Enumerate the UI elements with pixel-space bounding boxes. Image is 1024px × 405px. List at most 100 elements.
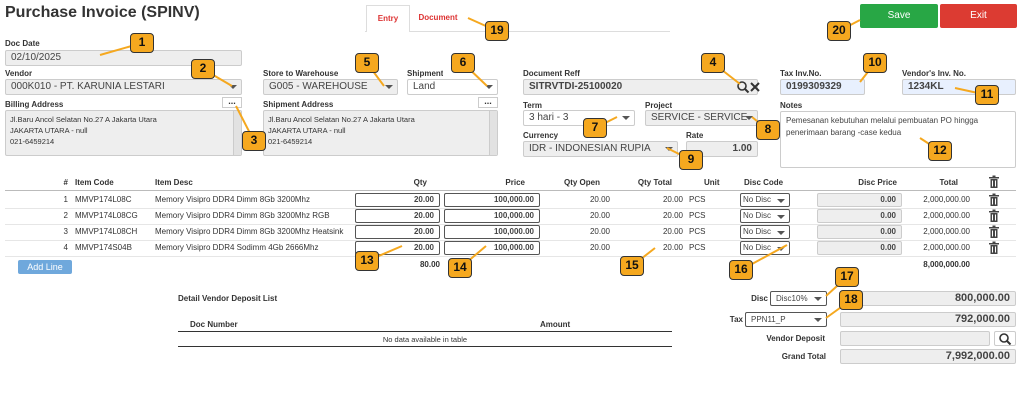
disc-select[interactable]: Disc10% (770, 291, 827, 306)
callout-badge: 8 (756, 120, 780, 140)
address-button[interactable]: ... (478, 97, 498, 108)
notes-textarea[interactable]: Pemesanan kebutuhan melalui pembuatan PO… (780, 111, 1016, 168)
qty-input[interactable]: 20.00 (355, 225, 440, 239)
item-code: MMVP174L08CG (75, 211, 138, 220)
tax-select[interactable]: PPN11_P (745, 312, 827, 327)
trash-icon[interactable] (987, 175, 1001, 189)
summary-label: Grand Total (781, 352, 826, 361)
field-input[interactable]: SITRVTDI-25100020 (523, 79, 758, 95)
qty-open: 20.00 (589, 195, 610, 204)
qty-total: 20.00 (662, 227, 683, 236)
address-textarea (263, 110, 498, 156)
address-button[interactable]: ... (222, 97, 242, 108)
field-input[interactable]: IDR - INDONESIAN RUPIA (523, 141, 678, 157)
add-line-button[interactable]: Add Line (18, 260, 72, 274)
field-input[interactable]: 1.00 (686, 141, 758, 157)
callout-badge: 4 (701, 53, 725, 73)
callout-badge: 9 (679, 150, 703, 170)
trash-icon[interactable] (987, 209, 1001, 223)
row-line (5, 256, 1016, 257)
row-line (5, 240, 1016, 241)
price-input[interactable]: 100,000.00 (444, 241, 540, 255)
field-label: Currency (523, 131, 559, 140)
field-input[interactable]: 0199309329 (780, 79, 865, 95)
scrollbar (233, 111, 241, 155)
field-label: Store to Warehouse (263, 69, 339, 78)
price-input[interactable]: 100,000.00 (444, 193, 540, 207)
unit: PCS (689, 211, 706, 220)
address-textarea (5, 110, 242, 156)
line-total: 2,000,000.00 (923, 227, 970, 236)
item-code: MMVP174L08CH (75, 227, 138, 236)
address-line: Jl.Baru Ancol Selatan No.27 A Jakarta Ut… (10, 115, 157, 124)
field-label: Shipment Address (263, 100, 334, 109)
qty-open: 20.00 (589, 227, 610, 236)
summary-label: Vendor Deposit (766, 334, 825, 343)
callout-badge: 6 (451, 53, 475, 73)
qty-open: 20.00 (589, 211, 610, 220)
row-number: 2 (63, 211, 68, 220)
callout-badge: 19 (485, 21, 509, 41)
field-input[interactable]: SERVICE - SERVICE (645, 110, 758, 126)
scrollbar (489, 111, 497, 155)
address-line: JAKARTA UTARA - null (10, 126, 88, 135)
save-button[interactable]: Save (860, 4, 938, 28)
field-input[interactable]: 000K010 - PT. KARUNIA LESTARI (5, 79, 242, 95)
row-number: 1 (63, 195, 68, 204)
disc-price: 0.00 (817, 193, 902, 207)
column-header: Qty Open (563, 178, 600, 187)
deposit-title: Detail Vendor Deposit List (178, 294, 278, 303)
disc-price: 0.00 (817, 209, 902, 223)
column-header: Qty Total (637, 178, 672, 187)
tab-document[interactable]: Document (418, 13, 458, 22)
tab-entry[interactable]: Entry (366, 5, 410, 32)
item-desc: Memory Visipro DDR4 Dimm 8Gb 3200Mhz Hea… (155, 227, 344, 236)
disc-code-select[interactable]: No Disc (740, 193, 790, 207)
callout-badge: 18 (839, 290, 863, 310)
field-label: Tax Inv.No. (780, 69, 822, 78)
table-header-line (5, 190, 1016, 191)
page-title: Purchase Invoice (SPINV) (5, 4, 200, 21)
qty-input[interactable]: 20.00 (355, 193, 440, 207)
deposit-header-line (178, 331, 672, 332)
callout-badge: 10 (863, 53, 887, 73)
qty-input[interactable]: 20.00 (355, 209, 440, 223)
address-line: 021-6459214 (10, 137, 55, 146)
callout-badge: 5 (355, 53, 379, 73)
disc-code-select[interactable]: No Disc (740, 225, 790, 239)
item-code: MMVP174L08C (75, 195, 132, 204)
field-label: Notes (780, 101, 803, 110)
vendor-deposit-search[interactable] (994, 331, 1016, 346)
trash-icon[interactable] (987, 193, 1001, 207)
callout-badge: 1 (130, 33, 154, 53)
exit-button[interactable]: Exit (940, 4, 1017, 28)
field-label: Term (523, 101, 542, 110)
callout-badge: 15 (620, 256, 644, 276)
price-input[interactable]: 100,000.00 (444, 225, 540, 239)
item-code: MMVP174S04B (75, 243, 132, 252)
disc-code-select[interactable]: No Disc (740, 209, 790, 223)
total-qty: 80.00 (419, 260, 440, 269)
vendor-deposit-input[interactable] (840, 331, 990, 346)
callout-badge: 12 (928, 141, 952, 161)
line-total: 2,000,000.00 (923, 243, 970, 252)
item-desc: Memory Visipro DDR4 Dimm 8Gb 3200Mhz RGB (155, 211, 330, 220)
summary-label: Disc (751, 294, 768, 303)
qty-total: 20.00 (662, 243, 683, 252)
column-header: Item Desc (155, 178, 193, 187)
field-input[interactable]: G005 - WAREHOUSE (263, 79, 398, 95)
field-input[interactable]: Land (407, 79, 498, 95)
clear-icon[interactable] (748, 80, 762, 94)
callout-badge: 2 (191, 59, 215, 79)
column-header: Price (505, 178, 525, 187)
trash-icon[interactable] (987, 241, 1001, 255)
column-header: Disc Price (858, 178, 897, 187)
disc-code-select[interactable]: No Disc (740, 241, 790, 255)
line-total: 2,000,000.00 (923, 195, 970, 204)
price-input[interactable]: 100,000.00 (444, 209, 540, 223)
trash-icon[interactable] (987, 225, 1001, 239)
tax-amount: 792,000.00 (840, 312, 1016, 327)
callout-badge: 13 (355, 251, 379, 271)
search-icon[interactable] (736, 80, 750, 94)
field-input[interactable]: 3 hari - 3 (523, 110, 635, 126)
